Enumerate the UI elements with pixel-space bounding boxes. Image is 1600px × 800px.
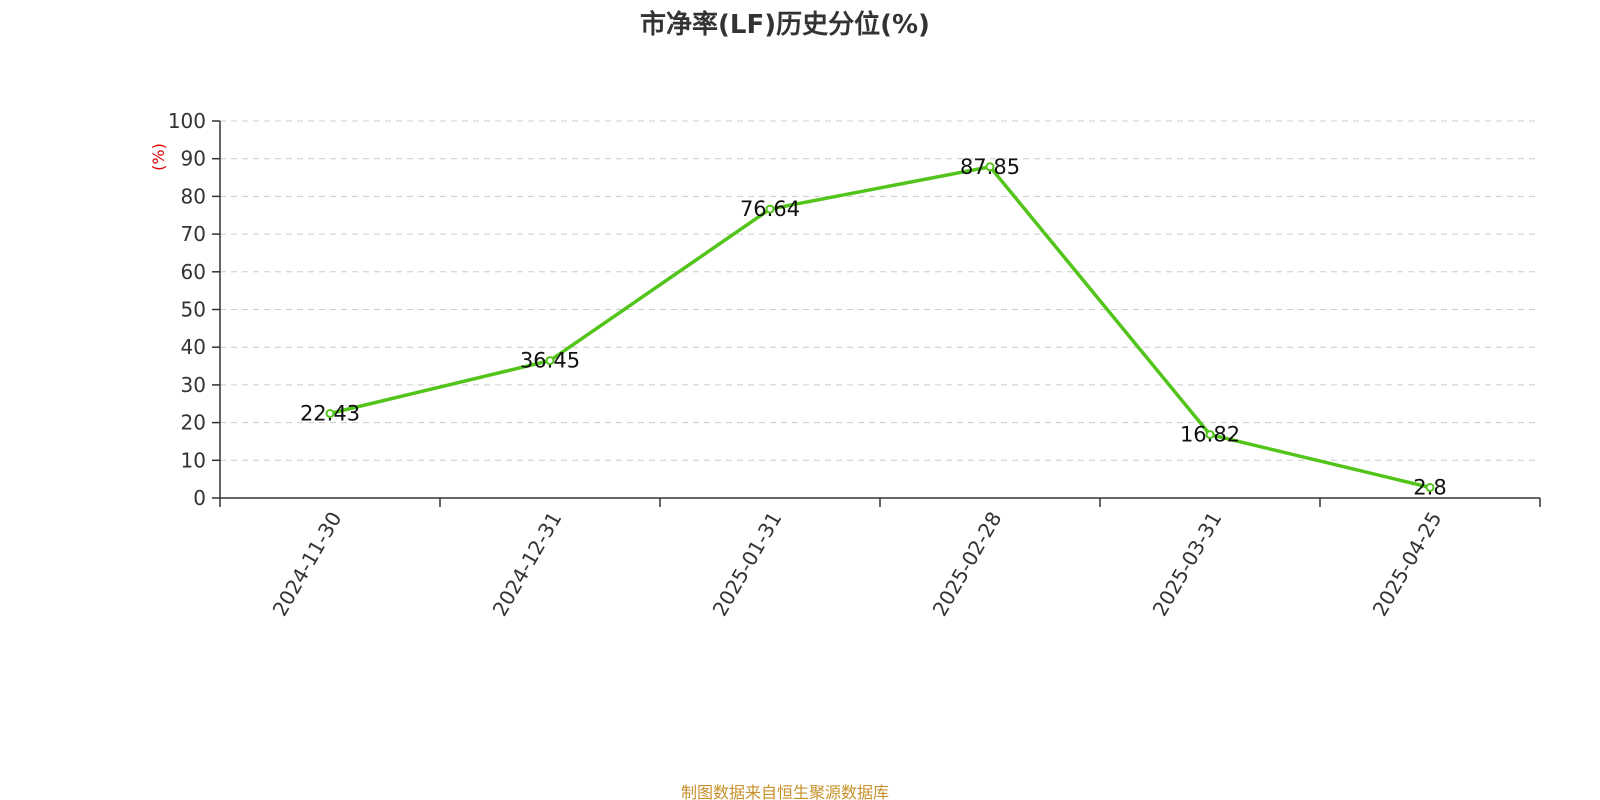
y-tick-label: 90 (181, 147, 206, 171)
x-tick-labels: 2024-11-30 2024-12-31 2025-01-31 2025-02-28… (268, 508, 1447, 621)
chart-title: 市净率(LF)历史分位(%) (640, 10, 930, 40)
x-tick-label: 2024-11-30 (268, 508, 347, 621)
y-axis-unit-label: (%) (149, 143, 168, 171)
y-tick-label: 80 (181, 184, 206, 208)
grid-lines (220, 120, 1540, 461)
x-tick-label: 2025-04-25 (1368, 508, 1447, 621)
data-point (545, 356, 555, 366)
y-tick-label: 40 (181, 335, 206, 359)
data-label: 76.64 (740, 197, 800, 221)
x-tick-label: 2025-02-28 (928, 508, 1007, 621)
y-tick-label: 70 (181, 222, 206, 246)
y-tick-label: 0 (193, 486, 206, 510)
data-point (765, 204, 775, 214)
data-label: 16.82 (1180, 423, 1240, 447)
series-line-path (328, 165, 1432, 490)
y-tick-label: 20 (181, 411, 206, 435)
data-label: 22.43 (300, 401, 360, 425)
axes (212, 120, 1541, 507)
y-tick-label: 10 (181, 448, 206, 472)
data-point (1425, 482, 1435, 492)
data-label: 87.85 (960, 155, 1020, 179)
data-point (325, 408, 335, 418)
y-tick-label: 50 (181, 298, 206, 322)
y-tick-label: 30 (181, 373, 206, 397)
series-line (328, 165, 1432, 490)
x-tick-label: 2025-03-31 (1148, 508, 1227, 621)
data-point (1205, 430, 1215, 440)
data-point (985, 162, 995, 172)
x-tick-label: 2024-12-31 (488, 508, 567, 621)
source-note: 制图数据来自恒生聚源数据库 (680, 783, 889, 800)
y-tick-label: 100 (168, 109, 206, 133)
data-label: 2.8 (1413, 475, 1446, 499)
data-points (325, 162, 1435, 492)
data-labels: 22.43 36.45 76.64 87.85 16.82 2.8 (300, 155, 1447, 500)
data-label: 36.45 (520, 349, 580, 373)
x-tick-label: 2025-01-31 (708, 508, 787, 621)
y-tick-label: 60 (181, 260, 206, 284)
y-tick-labels: 0 10 20 30 40 50 60 70 80 90 100 (168, 109, 206, 510)
